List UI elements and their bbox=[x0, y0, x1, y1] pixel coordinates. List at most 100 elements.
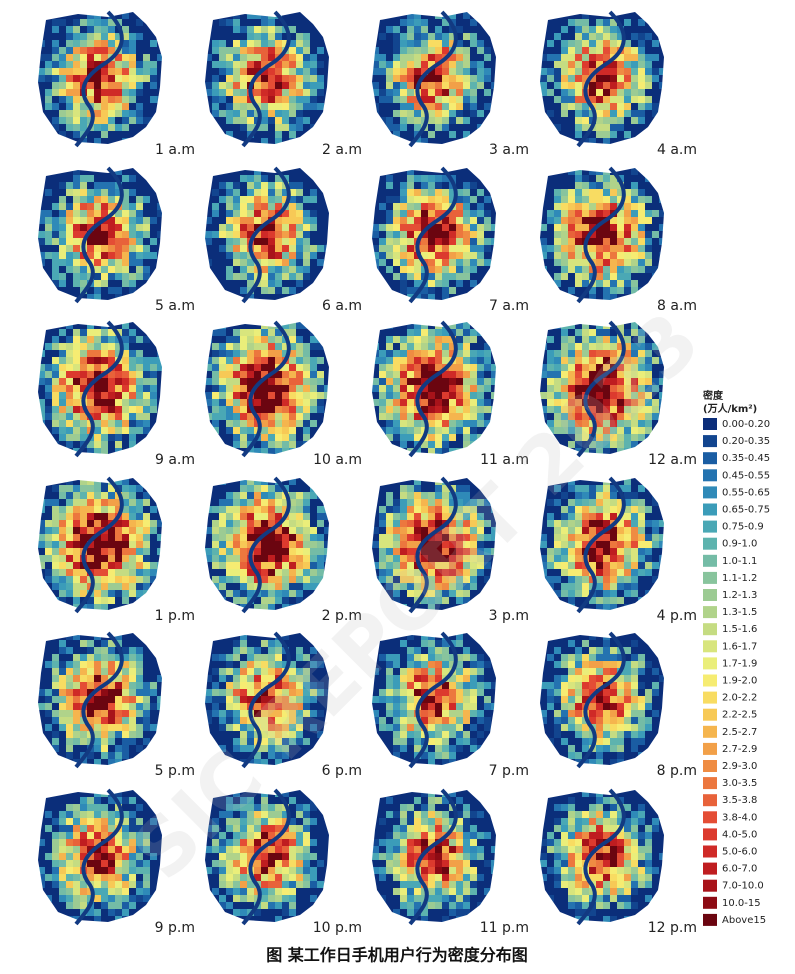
map-cell bbox=[442, 357, 449, 364]
map-cell bbox=[310, 534, 317, 541]
map-cell bbox=[428, 75, 435, 82]
map-cell bbox=[547, 182, 554, 189]
map-cell bbox=[205, 61, 212, 68]
map-cell bbox=[240, 562, 247, 569]
map-cell bbox=[610, 392, 617, 399]
river bbox=[408, 10, 458, 148]
map-cell bbox=[115, 145, 122, 152]
map-cell bbox=[157, 117, 162, 124]
map-cell bbox=[484, 399, 491, 406]
map-cell bbox=[226, 252, 233, 259]
map-cell bbox=[143, 392, 150, 399]
map-cell bbox=[226, 245, 233, 252]
map-cell bbox=[157, 576, 162, 583]
map-cell bbox=[261, 273, 268, 280]
map-cell bbox=[52, 82, 59, 89]
map-cell bbox=[87, 89, 94, 96]
map-cell bbox=[129, 485, 136, 492]
map-cell bbox=[66, 534, 73, 541]
map-cell bbox=[603, 54, 610, 61]
map-cell bbox=[219, 301, 226, 308]
map-cell bbox=[659, 47, 664, 54]
river bbox=[74, 10, 124, 148]
map-cell bbox=[407, 287, 414, 294]
map-cell bbox=[596, 131, 603, 138]
map-cell bbox=[38, 527, 45, 534]
map-cell bbox=[477, 12, 484, 19]
map-cell bbox=[456, 343, 463, 350]
map-cell bbox=[456, 103, 463, 110]
map-cell bbox=[45, 68, 52, 75]
map-cell bbox=[80, 210, 87, 217]
map-cell bbox=[275, 175, 282, 182]
map-cell bbox=[247, 350, 254, 357]
map-cell bbox=[561, 238, 568, 245]
map-cell bbox=[540, 175, 547, 182]
map-cell bbox=[59, 441, 66, 448]
map-cell bbox=[94, 224, 101, 231]
map-cell bbox=[136, 434, 143, 441]
map-cell bbox=[157, 68, 162, 75]
map-cell bbox=[442, 231, 449, 238]
map-cell bbox=[554, 420, 561, 427]
map-cell bbox=[414, 294, 421, 300]
map-cell bbox=[449, 138, 456, 144]
map-cell bbox=[38, 294, 45, 300]
map-cell bbox=[254, 371, 261, 378]
map-cell bbox=[372, 196, 379, 203]
map-cell bbox=[414, 217, 421, 224]
map-cell bbox=[435, 26, 442, 33]
map-cell bbox=[491, 420, 496, 427]
map-cell bbox=[226, 455, 233, 462]
map-cell bbox=[540, 280, 547, 287]
map-cell bbox=[282, 322, 289, 329]
map-cell bbox=[275, 217, 282, 224]
map-cell bbox=[59, 103, 66, 110]
map-cell bbox=[247, 378, 254, 385]
map-cell bbox=[66, 189, 73, 196]
map-cell bbox=[414, 61, 421, 68]
map-cell bbox=[94, 413, 101, 420]
map-cell bbox=[150, 259, 157, 266]
map-cell bbox=[52, 103, 59, 110]
map-cell bbox=[212, 364, 219, 371]
map-cell bbox=[575, 182, 582, 189]
map-cell bbox=[554, 392, 561, 399]
map-cell bbox=[87, 138, 94, 144]
map-cell bbox=[52, 343, 59, 350]
map-cell bbox=[575, 110, 582, 117]
map-cell bbox=[310, 75, 317, 82]
map-cell bbox=[379, 294, 386, 300]
map-cell bbox=[80, 33, 87, 40]
map-cell bbox=[296, 110, 303, 117]
map-cell bbox=[631, 238, 638, 245]
map-cell bbox=[491, 371, 496, 378]
map-cell bbox=[575, 273, 582, 280]
map-cell bbox=[226, 534, 233, 541]
map-cell bbox=[554, 259, 561, 266]
map-cell bbox=[421, 441, 428, 448]
map-cell bbox=[456, 245, 463, 252]
map-cell bbox=[66, 385, 73, 392]
map-cell bbox=[310, 569, 317, 576]
map-cell bbox=[596, 182, 603, 189]
map-cell bbox=[275, 427, 282, 434]
map-cell bbox=[59, 217, 66, 224]
map-cell bbox=[617, 224, 624, 231]
map-cell bbox=[275, 103, 282, 110]
map-cell bbox=[596, 203, 603, 210]
map-cell bbox=[87, 329, 94, 336]
map-cell bbox=[212, 47, 219, 54]
map-cell bbox=[157, 329, 162, 336]
map-cell bbox=[477, 420, 484, 427]
map-cell bbox=[652, 224, 659, 231]
map-cell bbox=[400, 301, 407, 308]
map-cell bbox=[129, 26, 136, 33]
map-cell bbox=[289, 168, 296, 175]
map-cell bbox=[303, 54, 310, 61]
map-cell bbox=[87, 371, 94, 378]
map-cell bbox=[652, 124, 659, 131]
map-cell bbox=[631, 357, 638, 364]
map-cell bbox=[554, 138, 561, 144]
map-cell bbox=[421, 203, 428, 210]
